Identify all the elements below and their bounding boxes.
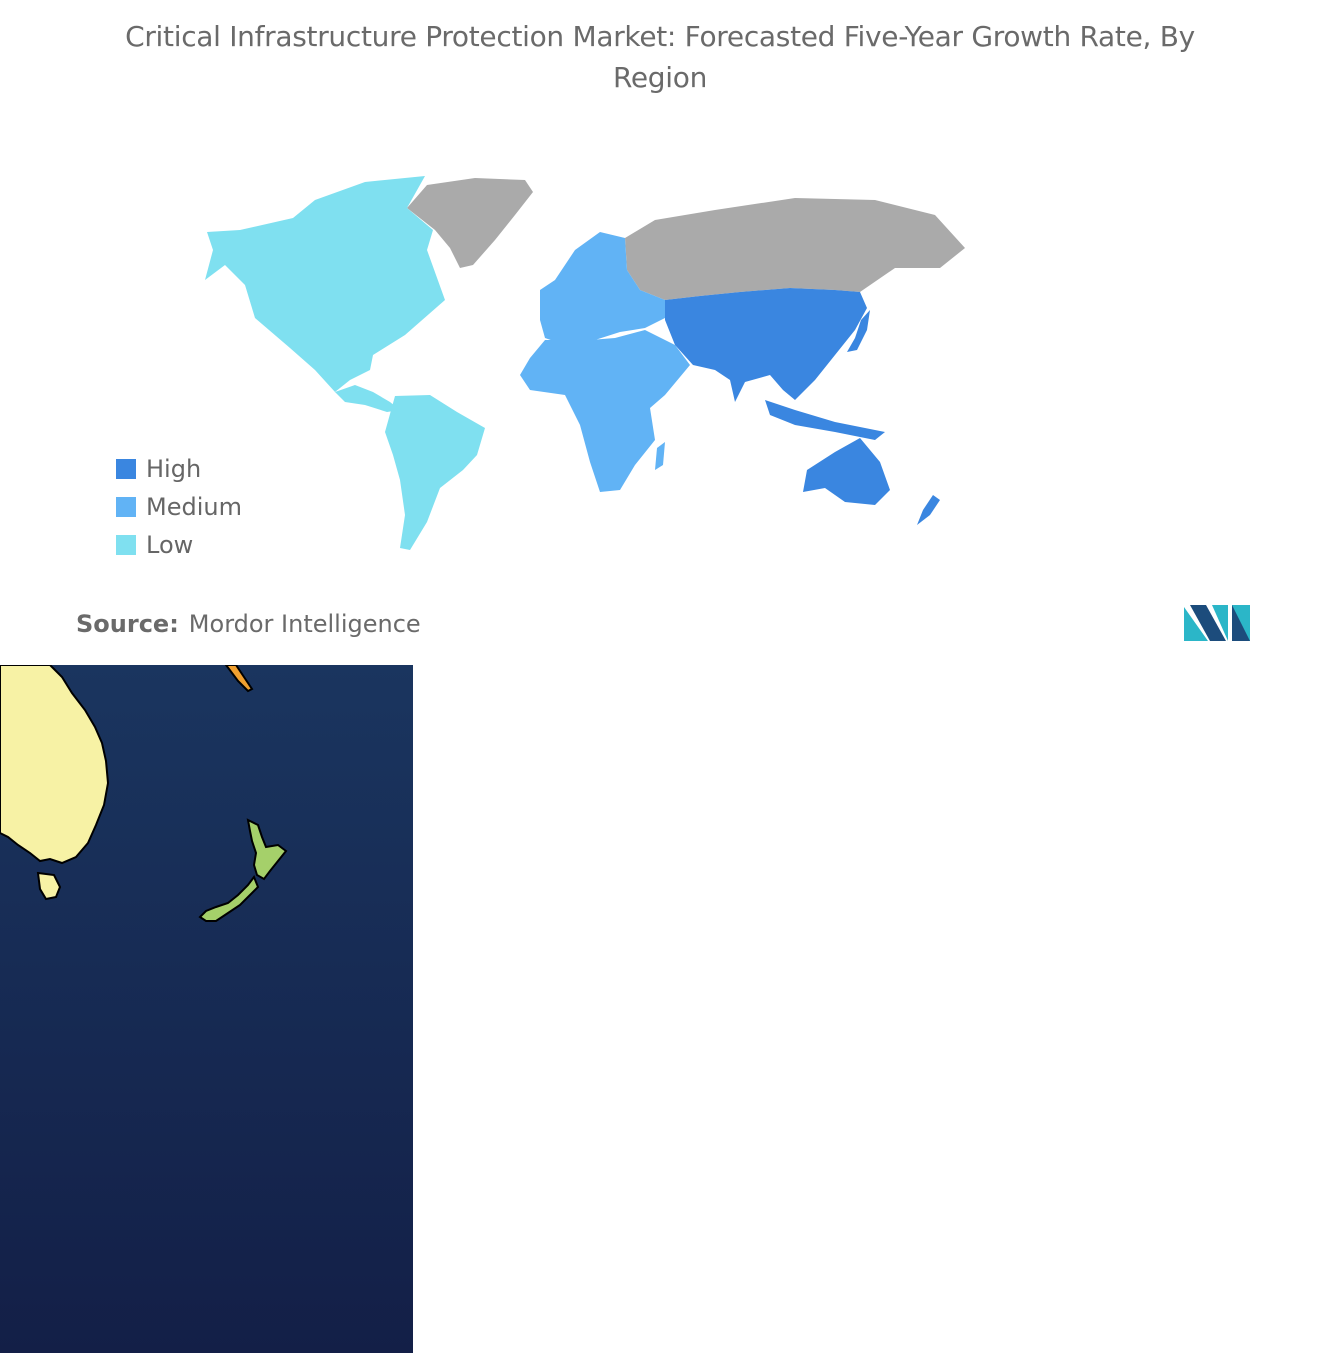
- legend: High Medium Low: [116, 450, 242, 564]
- map-region-japan: [847, 310, 870, 352]
- inset-tasmania: [36, 871, 62, 901]
- map-region-madagascar: [655, 442, 665, 470]
- legend-item-low: Low: [116, 526, 242, 564]
- legend-label-medium: Medium: [146, 493, 242, 521]
- source-name: Mordor Intelligence: [188, 610, 421, 638]
- map-region-middle-east-africa: [520, 330, 690, 492]
- inset-north-island: [246, 818, 288, 881]
- map-region-south-america: [385, 395, 485, 550]
- source-prefix: Source:: [76, 610, 179, 638]
- map-region-greenland: [407, 178, 533, 268]
- mordor-intelligence-logo: [1184, 605, 1250, 641]
- world-map: [205, 176, 965, 550]
- legend-label-low: Low: [146, 531, 194, 559]
- chart-title: Critical Infrastructure Protection Marke…: [125, 20, 1195, 94]
- map-region-europe: [540, 232, 665, 345]
- inset-south-island: [198, 874, 260, 922]
- legend-label-high: High: [146, 455, 202, 483]
- inset-map-australia-new-zealand: [0, 665, 413, 1353]
- legend-swatch-medium: [116, 497, 136, 517]
- map-region-new-zealand: [917, 495, 940, 525]
- map-region-central-america: [335, 385, 400, 412]
- legend-item-high: High: [116, 450, 242, 488]
- source-line: Source: Mordor Intelligence: [76, 610, 421, 638]
- map-region-southeast-asia-islands: [765, 400, 885, 440]
- legend-swatch-low: [116, 535, 136, 555]
- map-region-asia: [665, 288, 867, 402]
- map-region-australia: [803, 438, 890, 505]
- inset-new-caledonia: [224, 665, 254, 693]
- legend-item-medium: Medium: [116, 488, 242, 526]
- map-region-russia: [625, 198, 965, 300]
- legend-swatch-high: [116, 459, 136, 479]
- inset-australia: [0, 665, 110, 865]
- map-region-north-america: [205, 176, 445, 392]
